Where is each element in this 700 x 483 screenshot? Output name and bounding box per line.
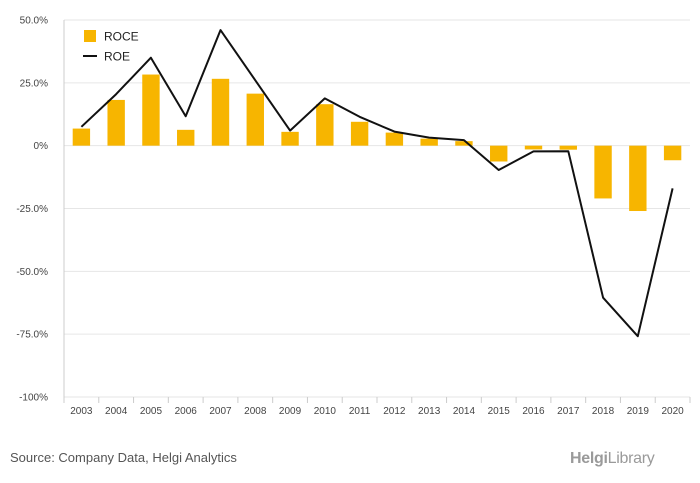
source-note: Source: Company Data, Helgi Analytics (10, 450, 237, 465)
x-tick-label: 2019 (627, 406, 650, 417)
roe-series-line (80, 29, 674, 338)
x-tick-label: 2014 (453, 406, 476, 417)
legend-swatch-roce (84, 30, 96, 42)
roce-bars (72, 74, 682, 212)
x-tick-label: 2012 (383, 406, 406, 417)
roce-bar (663, 145, 682, 161)
y-tick-label: 0% (34, 141, 49, 152)
y-tick-label: -75.0% (16, 330, 48, 341)
x-axis-ticks: 2003 2004 2005 2006 2007 2008 2009 2010 2011 2012… (63, 397, 691, 417)
roce-bar (107, 99, 125, 146)
roce-bar (281, 131, 299, 146)
x-tick-label: 2013 (418, 406, 441, 417)
y-tick-label: 25.0% (20, 78, 48, 89)
x-tick-label: 2004 (105, 406, 128, 417)
roce-bar (142, 74, 160, 146)
x-tick-label: 2005 (140, 406, 163, 417)
roce-bar (524, 145, 543, 150)
roce-bar (490, 145, 508, 162)
roce-bar (246, 93, 264, 146)
roce-bar (629, 145, 647, 212)
x-tick-label: 2015 (488, 406, 511, 417)
roce-bar (211, 78, 230, 146)
y-tick-label: 50.0% (20, 16, 48, 27)
y-axis-ticks: 50.0% 25.0% 0% -25.0% -50.0% -75.0% -100% (16, 16, 48, 404)
x-tick-label: 2010 (314, 406, 337, 417)
brand-name-bold: Helgi (570, 450, 608, 467)
roce-bar (350, 121, 369, 146)
roe-line (80, 29, 674, 338)
x-tick-label: 2006 (175, 406, 198, 417)
y-tick-label: -100% (19, 393, 48, 404)
roce-bar (420, 138, 438, 146)
x-tick-label: 2003 (70, 406, 93, 417)
chart: 50.0% 25.0% 0% -25.0% -50.0% -75.0% -100% 2003… (16, 16, 691, 417)
roce-bar (177, 129, 195, 146)
y-tick-label: -25.0% (16, 204, 48, 215)
x-tick-label: 2016 (522, 406, 545, 417)
roce-bar (385, 132, 404, 146)
x-tick-label: 2020 (661, 406, 684, 417)
x-tick-label: 2008 (244, 406, 267, 417)
x-tick-label: 2007 (209, 406, 232, 417)
x-tick-label: 2009 (279, 406, 302, 417)
brand-name-light: Library (607, 450, 655, 467)
x-tick-label: 2017 (557, 406, 580, 417)
legend: ROCE ROE (83, 30, 139, 64)
legend-label-roe: ROE (104, 50, 130, 64)
x-tick-label: 2011 (349, 406, 371, 417)
roce-bar (455, 141, 473, 146)
brand-logo: HelgiLibrary (570, 450, 655, 468)
roce-bar (594, 145, 612, 199)
y-tick-label: -50.0% (16, 267, 48, 278)
x-tick-label: 2018 (592, 406, 615, 417)
legend-label-roce: ROCE (104, 30, 139, 44)
roce-bar (72, 128, 91, 146)
roce-bar (316, 104, 334, 146)
roce-bar (559, 145, 577, 150)
